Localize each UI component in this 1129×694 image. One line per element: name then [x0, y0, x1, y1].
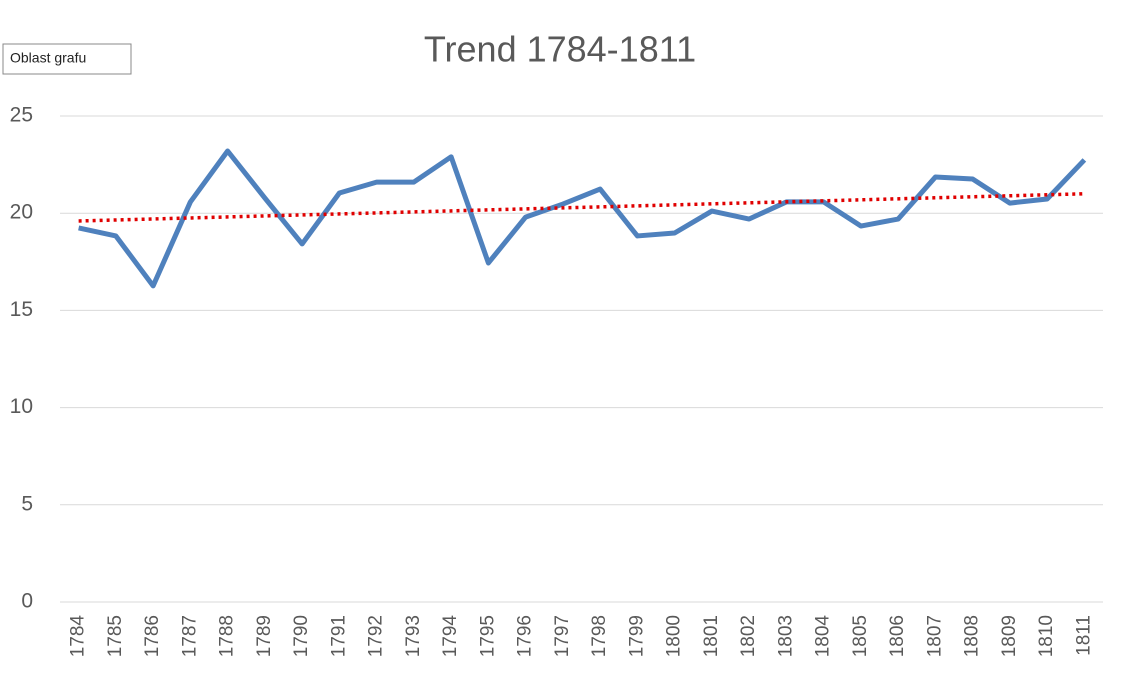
x-tick-label: 1810 — [1036, 615, 1057, 657]
x-tick-label: 1793 — [403, 615, 424, 657]
x-tick-label: 1785 — [105, 615, 126, 657]
x-tick-label: 1799 — [626, 615, 647, 657]
tooltip: Oblast grafu — [10, 50, 86, 66]
tooltip-box — [2, 43, 132, 75]
x-tick-label: 1784 — [68, 615, 89, 658]
x-tick-label: 1802 — [738, 615, 759, 657]
x-tick-label: 1801 — [701, 615, 722, 657]
x-tick-label: 1811 — [1073, 615, 1094, 656]
x-tick-label: 1792 — [366, 615, 387, 657]
y-tick-label: 20 — [10, 201, 33, 224]
y-tick-label: 0 — [21, 590, 33, 613]
x-tick-label: 1806 — [887, 615, 908, 657]
x-tick-label: 1790 — [291, 615, 312, 657]
x-tick-label: 1788 — [217, 615, 238, 657]
y-tick-label: 10 — [10, 395, 33, 418]
x-tick-label: 1791 — [328, 615, 349, 657]
x-tick-label: 1804 — [813, 615, 834, 658]
x-tick-label: 1795 — [477, 615, 498, 657]
x-tick-label: 1800 — [664, 615, 685, 657]
x-tick-label: 1794 — [440, 615, 461, 658]
x-tick-label: 1807 — [924, 615, 945, 657]
y-tick-label: 15 — [10, 298, 33, 321]
y-tick-label: 25 — [10, 104, 33, 127]
x-tick-label: 1787 — [179, 615, 200, 657]
x-tick-label: 1809 — [999, 615, 1020, 657]
x-tick-label: 1797 — [552, 615, 573, 657]
x-tick-label: 1803 — [775, 615, 796, 657]
x-tick-label: 1786 — [142, 615, 163, 657]
chart-title: Trend 1784-1811 — [424, 29, 696, 70]
x-tick-label: 1805 — [850, 615, 871, 657]
x-tick-label: 1789 — [254, 615, 275, 657]
y-tick-label: 5 — [21, 492, 33, 515]
x-tick-label: 1796 — [515, 615, 536, 657]
x-tick-label: 1808 — [962, 615, 983, 657]
data-line — [78, 148, 1087, 289]
x-tick-label: 1798 — [589, 615, 610, 657]
